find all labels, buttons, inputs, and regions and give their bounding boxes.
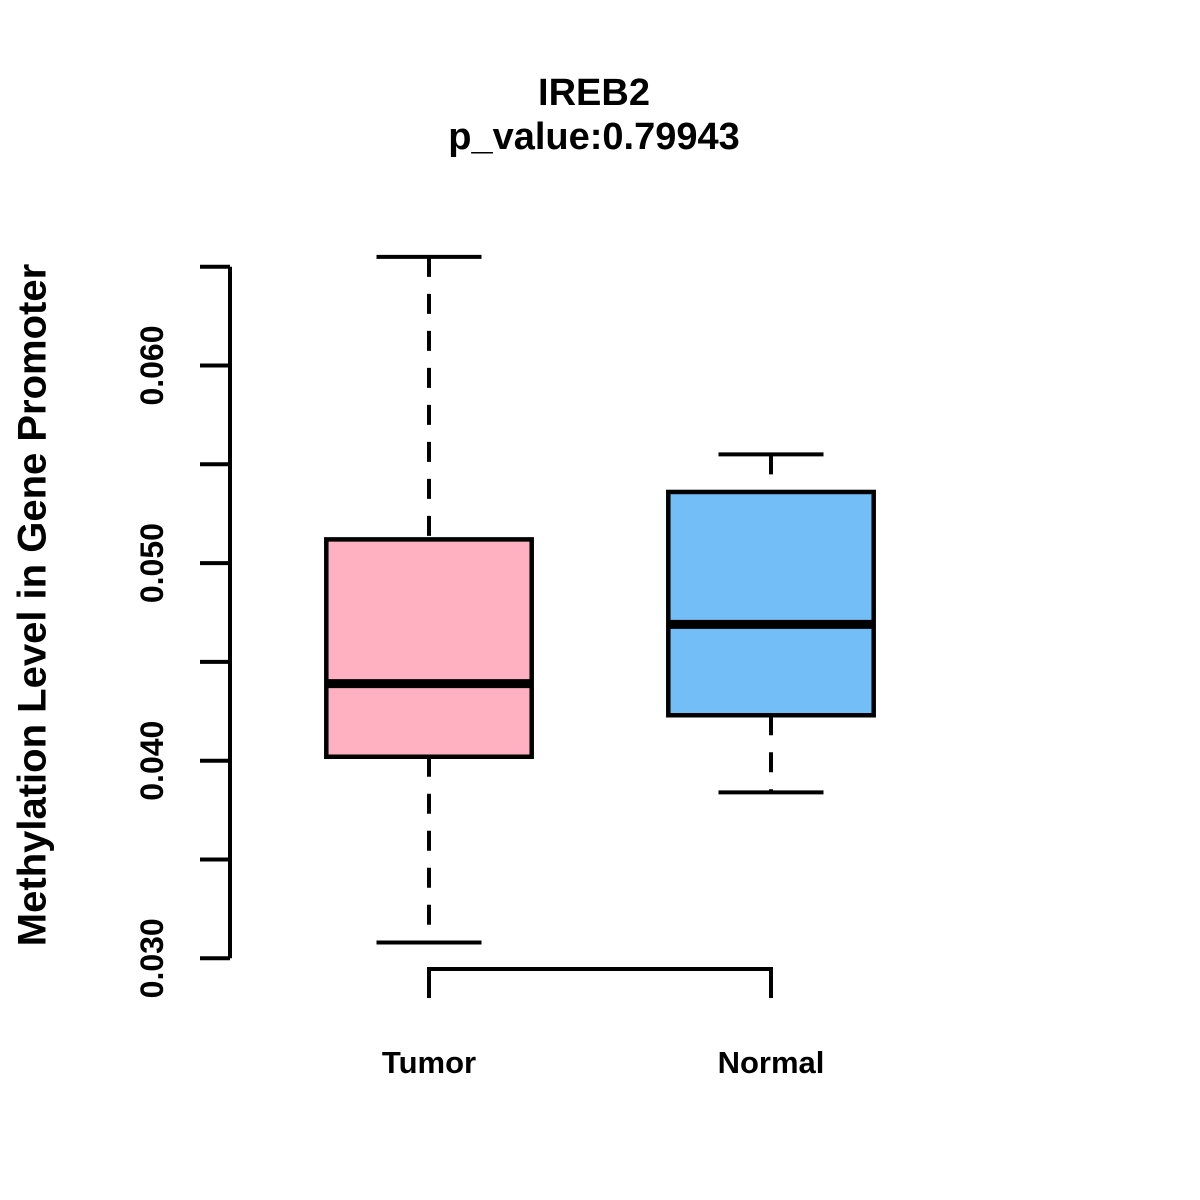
x-axis-bracket [427, 967, 773, 998]
tumor-box [324, 537, 534, 759]
chart-title: IREB2 [538, 72, 650, 114]
y-tick-label: 0.030 [134, 918, 170, 998]
y-tick-label: 0.040 [134, 721, 170, 801]
y-tick-label: 0.060 [134, 325, 170, 405]
normal-box [666, 489, 876, 718]
chart-subtitle: p_value:0.79943 [448, 116, 740, 158]
y-tick-label: 0.050 [134, 523, 170, 603]
x-tick-label-normal: Normal [717, 1045, 825, 1080]
x-tick-label-tumor: Tumor [381, 1045, 477, 1080]
